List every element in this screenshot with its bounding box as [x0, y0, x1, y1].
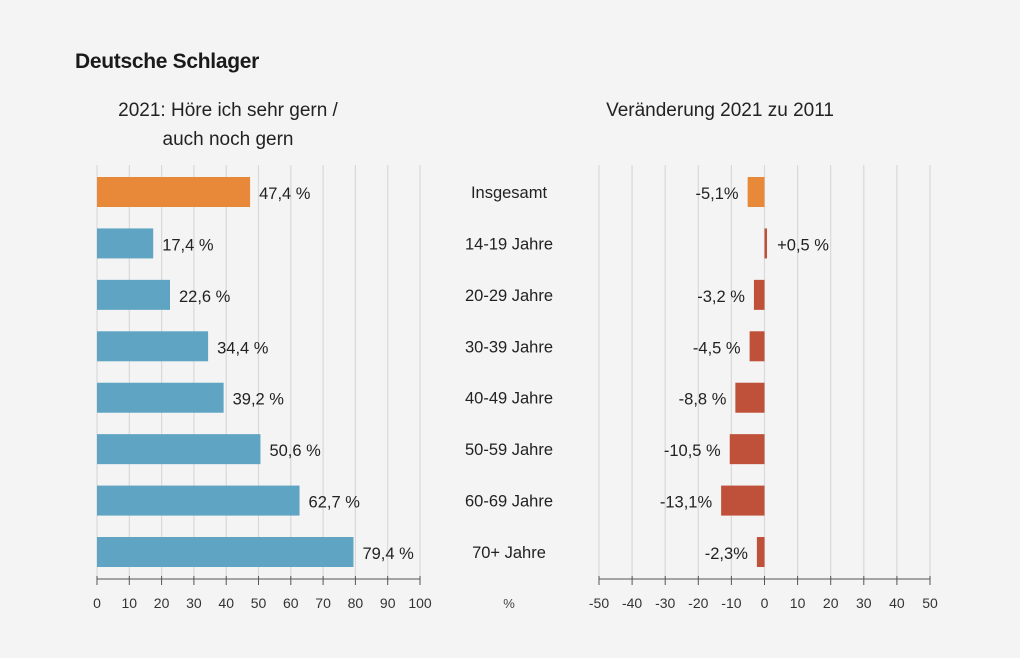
category-label: 40-49 Jahre	[465, 390, 553, 408]
left-bar	[97, 177, 251, 207]
right-tick-label: -30	[655, 595, 675, 611]
right-bar	[721, 485, 765, 516]
left-tick-label: 70	[315, 595, 331, 611]
right-tick-label: 50	[922, 595, 938, 611]
right-bar	[764, 228, 767, 259]
right-bar	[747, 177, 765, 207]
right-bar	[735, 382, 765, 413]
category-label: Insgesamt	[471, 184, 548, 202]
left-data-label: 50,6 %	[269, 442, 321, 460]
left-data-label: 62,7 %	[309, 494, 361, 512]
left-tick-label: 90	[380, 595, 396, 611]
left-tick-label: 20	[154, 595, 170, 611]
right-bar	[753, 279, 765, 310]
right-tick-label: -10	[721, 595, 741, 611]
left-data-label: 34,4 %	[217, 339, 269, 357]
right-tick-label: -40	[622, 595, 642, 611]
right-tick-label: 10	[790, 595, 806, 611]
category-label: 20-29 Jahre	[465, 287, 553, 305]
left-subtitle-line-2: auch noch gern	[162, 129, 294, 150]
right-tick-label: 20	[823, 595, 839, 611]
left-data-label: 39,2 %	[233, 391, 285, 409]
left-subtitle: 2021: Höre ich sehr gern / auch noch ger…	[88, 96, 368, 154]
right-bar	[749, 331, 765, 362]
right-tick-label: 40	[889, 595, 905, 611]
x-axis-unit-label: %	[503, 596, 515, 611]
right-data-label: -10,5 %	[664, 442, 721, 460]
left-data-label: 47,4 %	[259, 185, 311, 203]
right-tick-label: -50	[589, 595, 609, 611]
left-bar	[97, 434, 261, 465]
left-bar	[97, 331, 209, 362]
right-data-label: -3,2 %	[697, 288, 745, 306]
category-label: 70+ Jahre	[472, 544, 546, 562]
left-tick-label: 40	[218, 595, 234, 611]
left-data-label: 22,6 %	[179, 288, 231, 306]
right-data-label: -5,1%	[696, 185, 739, 203]
category-label: 14-19 Jahre	[465, 235, 553, 253]
right-tick-label: 30	[856, 595, 872, 611]
left-tick-label: 100	[408, 595, 432, 611]
left-bar	[97, 279, 170, 310]
right-data-label: -4,5 %	[693, 339, 741, 357]
right-bar	[729, 434, 765, 465]
left-tick-label: 10	[122, 595, 138, 611]
right-data-label: +0,5 %	[777, 236, 829, 254]
category-label: 60-69 Jahre	[465, 493, 553, 511]
right-tick-label: -20	[688, 595, 708, 611]
category-label: 50-59 Jahre	[465, 441, 553, 459]
left-bar	[97, 228, 154, 259]
left-tick-label: 80	[348, 595, 364, 611]
left-data-label: 79,4 %	[362, 545, 414, 563]
chart-title: Deutsche Schlager	[75, 50, 259, 73]
right-data-label: -13,1%	[660, 494, 713, 512]
right-data-label: -2,3%	[705, 545, 748, 563]
right-bar	[756, 537, 765, 568]
left-bar	[97, 537, 354, 568]
left-bar	[97, 485, 300, 516]
left-subtitle-line-1: 2021: Höre ich sehr gern /	[118, 100, 338, 121]
left-tick-label: 60	[283, 595, 299, 611]
category-label: 30-39 Jahre	[465, 338, 553, 356]
left-data-label: 17,4 %	[162, 236, 214, 254]
right-subtitle: Veränderung 2021 zu 2011	[606, 100, 834, 121]
left-bar	[97, 382, 224, 413]
right-tick-label: 0	[761, 595, 769, 611]
left-tick-label: 30	[186, 595, 202, 611]
left-tick-label: 0	[93, 595, 101, 611]
left-tick-label: 50	[251, 595, 267, 611]
right-data-label: -8,8 %	[679, 391, 727, 409]
